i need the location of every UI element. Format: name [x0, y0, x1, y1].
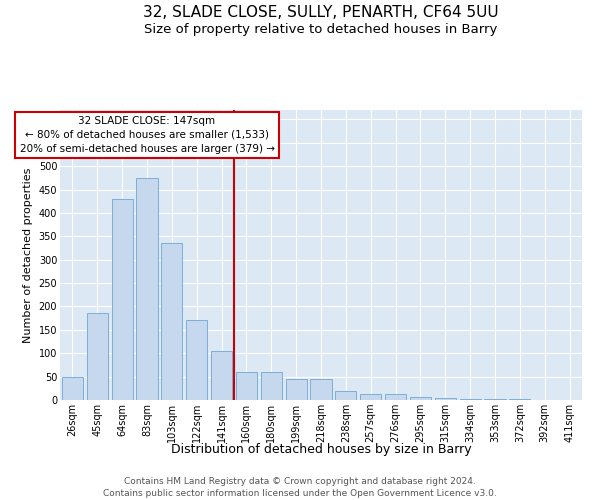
Bar: [136, 178, 158, 400]
Bar: [161, 244, 182, 400]
Bar: [360, 394, 381, 400]
Bar: [62, 376, 83, 400]
Bar: [236, 372, 257, 400]
Bar: [385, 394, 406, 400]
Text: 32 SLADE CLOSE: 147sqm
← 80% of detached houses are smaller (1,533)
20% of semi-: 32 SLADE CLOSE: 147sqm ← 80% of detached…: [19, 116, 275, 154]
Bar: [310, 379, 332, 400]
Bar: [484, 398, 506, 400]
Bar: [211, 351, 232, 400]
Bar: [87, 314, 108, 400]
Bar: [509, 399, 530, 400]
Bar: [410, 396, 431, 400]
Bar: [435, 398, 456, 400]
Bar: [186, 320, 207, 400]
Bar: [335, 390, 356, 400]
Text: Contains HM Land Registry data © Crown copyright and database right 2024.
Contai: Contains HM Land Registry data © Crown c…: [103, 476, 497, 498]
Text: 32, SLADE CLOSE, SULLY, PENARTH, CF64 5UU: 32, SLADE CLOSE, SULLY, PENARTH, CF64 5U…: [143, 5, 499, 20]
Text: Size of property relative to detached houses in Barry: Size of property relative to detached ho…: [145, 22, 497, 36]
Bar: [286, 379, 307, 400]
Bar: [460, 398, 481, 400]
Bar: [112, 199, 133, 400]
Bar: [261, 372, 282, 400]
Y-axis label: Number of detached properties: Number of detached properties: [23, 168, 33, 342]
Text: Distribution of detached houses by size in Barry: Distribution of detached houses by size …: [170, 442, 472, 456]
